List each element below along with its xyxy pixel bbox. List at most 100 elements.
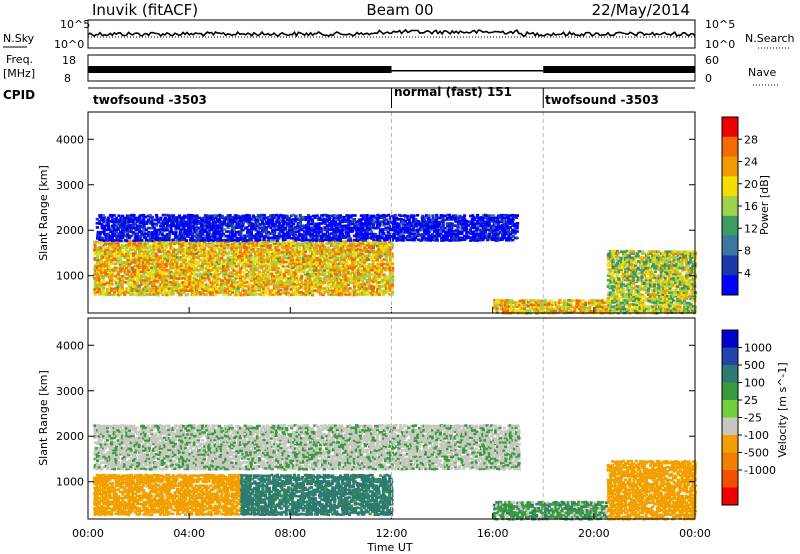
echo-cell-r0 (95, 281, 99, 285)
echo-cell-r0 (272, 283, 276, 287)
echo-cell-r0 (144, 246, 148, 250)
echo-cell-r0 (145, 266, 150, 270)
echo-cell-r0 (308, 256, 313, 259)
echo-cell-r0 (148, 279, 152, 282)
echo-cell-r0 (268, 255, 272, 258)
echo-cell-r0 (304, 276, 308, 280)
echo-cell-r0 (112, 256, 116, 259)
echo-cell-r0 (228, 289, 232, 292)
echo-cell-r0 (306, 273, 310, 276)
echo-cell-r0 (307, 265, 311, 268)
echo-cell-r0 (272, 279, 276, 282)
echo-cell-r0 (146, 287, 150, 291)
echo-cell-r0 (196, 250, 200, 253)
echo-cell-r0 (190, 260, 194, 263)
echo-cell-r0 (266, 240, 270, 244)
echo-cell-r0 (320, 242, 325, 246)
echo-cell-r0 (154, 252, 158, 256)
echo-cell-r0 (167, 258, 171, 261)
echo-cell-r0 (167, 272, 171, 276)
echo-cell-r0 (223, 250, 228, 254)
echo-cell-r1 (462, 216, 466, 220)
echo-cell-r0 (301, 287, 305, 291)
echo-cell-r0 (226, 256, 230, 260)
echo-cell-r0 (226, 246, 230, 250)
echo-cell-r0 (230, 247, 234, 251)
echo-cell-r0 (101, 274, 105, 278)
echo-cell-r0 (136, 244, 140, 248)
echo-cell-r0 (169, 264, 173, 268)
echo-cell-r0 (257, 281, 261, 284)
echo-cell-r0 (247, 282, 251, 286)
echo-cell-r0 (218, 291, 222, 295)
echo-cell-r0 (252, 258, 256, 262)
echo-cell-r1 (114, 230, 118, 234)
echo-cell-r0 (251, 244, 255, 248)
echo-cell-r0 (289, 259, 293, 262)
echo-cell-r0 (228, 258, 232, 262)
echo-cell-r0 (148, 266, 152, 269)
echo-cell-r0 (258, 258, 262, 262)
echo-cell-r0 (232, 252, 236, 256)
echo-cell-r0 (152, 281, 156, 284)
echo-cell-r0 (190, 285, 194, 288)
echo-cell-r0 (137, 291, 141, 294)
echo-cell-r0 (348, 248, 353, 251)
echo-cell-r0 (125, 266, 129, 270)
echo-cell-r0 (340, 248, 344, 251)
echo-cell-r0 (136, 273, 140, 276)
echo-cell-r0 (200, 281, 204, 284)
echo-cell-r0 (185, 248, 189, 251)
echo-cell-r1 (448, 213, 452, 217)
echo-cell-r0 (129, 252, 133, 256)
echo-cell-r0 (225, 278, 229, 282)
echo-cell-r0 (103, 271, 107, 274)
echo-cell-r0 (123, 256, 127, 259)
echo-cell-r0 (129, 283, 133, 286)
echo-cell-r0 (162, 268, 166, 272)
echo-cell-r0 (281, 258, 285, 262)
echo-cell-r0 (217, 266, 222, 270)
echo-cell-r0 (245, 241, 249, 245)
echo-cell-r0 (127, 267, 131, 270)
echo-cell-r0 (327, 281, 331, 284)
echo-cell-r0 (287, 244, 291, 247)
echo-cell-r0 (293, 254, 297, 258)
echo-cell-r0 (160, 281, 165, 284)
echo-cell-r0 (268, 246, 272, 250)
echo-cell-r0 (346, 254, 350, 258)
echo-cell-r0 (110, 250, 114, 254)
echo-cell-r0 (344, 282, 348, 286)
echo-cell-r0 (177, 287, 181, 290)
echo-cell-r0 (213, 279, 217, 282)
echo-cell-r0 (175, 271, 179, 274)
echo-cell-r0 (289, 283, 293, 286)
echo-cell-r0 (152, 275, 156, 278)
echo-cell-r0 (338, 252, 342, 256)
echo-cell-r0 (251, 285, 255, 288)
echo-cell-r0 (295, 281, 299, 284)
echo-cell-r0 (302, 242, 306, 246)
echo-cell-r0 (110, 268, 114, 272)
echo-cell-r0 (291, 273, 295, 276)
echo-cell-r0 (311, 293, 315, 297)
echo-cell-r0 (356, 252, 361, 255)
echo-cell-r0 (342, 248, 346, 252)
echo-cell-r0 (144, 279, 148, 282)
echo-cell-r0 (133, 264, 137, 268)
echo-cell-r0 (159, 240, 163, 243)
echo-cell-r0 (100, 280, 104, 284)
echo-cell-r0 (97, 293, 102, 296)
echo-cell-r0 (129, 240, 133, 243)
echo-cell-r0 (141, 240, 145, 244)
echo-cell-r0 (243, 256, 247, 260)
echo-cell-r0 (262, 276, 266, 280)
echo-cell-r0 (179, 250, 184, 253)
echo-cell-r1 (283, 226, 288, 230)
echo-cell-r0 (266, 270, 270, 274)
echo-cell-r0 (165, 274, 169, 278)
echo-cell-r0 (217, 258, 221, 261)
echo-cell-r0 (321, 244, 325, 248)
echo-cell-r0 (219, 244, 223, 248)
echo-cell-r0 (217, 262, 221, 265)
